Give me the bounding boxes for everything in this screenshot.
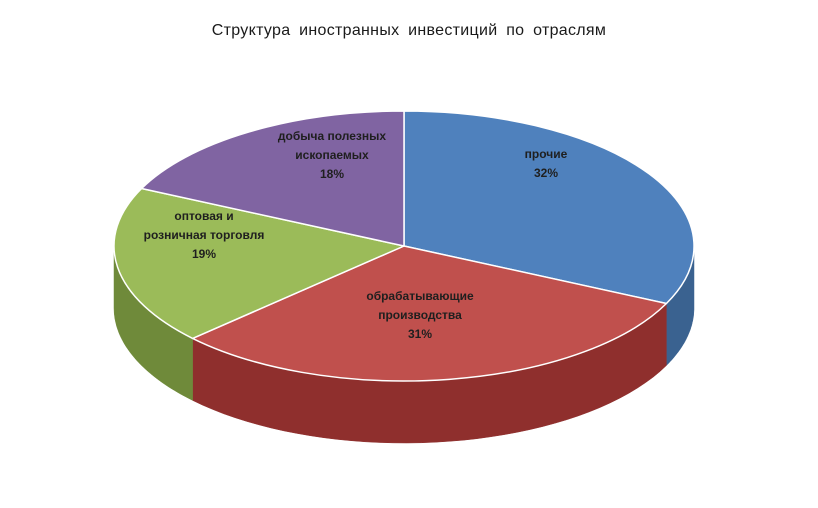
- chart-title: Структура иностранных инвестиций по отра…: [211, 22, 607, 39]
- pie-slice-3: [140, 110, 405, 247]
- pie-slice-0: [403, 110, 695, 305]
- slice-percent-label: 31%: [408, 327, 432, 341]
- pie-slice-2: [113, 187, 405, 340]
- slice-percent-label: 18%: [320, 167, 344, 181]
- pie-slice-1: [191, 245, 668, 382]
- slice-percent-label: 19%: [192, 247, 216, 261]
- slice-category-label: ископаемых: [295, 148, 369, 162]
- slice-category-label: оптовая и: [174, 209, 233, 223]
- slice-category-label: обрабатывающие: [366, 289, 474, 303]
- slice-category-label: производства: [378, 308, 462, 322]
- slice-category-label: прочие: [525, 147, 568, 161]
- slice-category-label: добыча полезных: [278, 129, 386, 143]
- slice-percent-label: 32%: [534, 166, 558, 180]
- slice-category-label: розничная торговля: [144, 228, 265, 242]
